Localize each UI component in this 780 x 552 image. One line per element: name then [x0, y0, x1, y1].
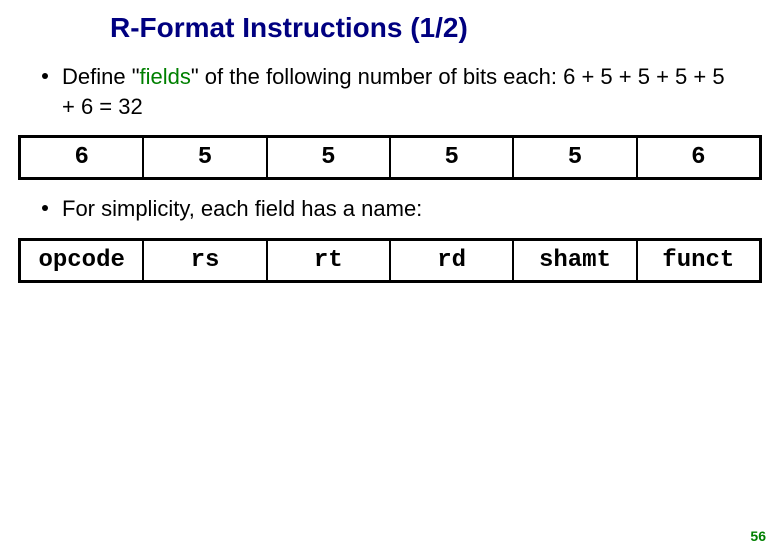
name-cell-rd: rd: [391, 241, 514, 280]
page-title: R-Format Instructions (1/2): [110, 12, 780, 44]
bits-cell: 5: [514, 138, 637, 177]
bits-cell: 5: [144, 138, 267, 177]
bits-cell: 5: [268, 138, 391, 177]
name-cell-funct: funct: [638, 241, 759, 280]
bits-table: 6 5 5 5 5 6: [18, 135, 762, 180]
bits-cell: 6: [638, 138, 759, 177]
names-table: opcode rs rt rd shamt funct: [18, 238, 762, 283]
bullet-1-text: Define "fields" of the following number …: [62, 62, 742, 121]
bits-cell: 6: [21, 138, 144, 177]
name-cell-opcode: opcode: [21, 241, 144, 280]
bullet-dot-icon: [42, 205, 48, 211]
bullet-2-text: For simplicity, each field has a name:: [62, 194, 422, 224]
bullet-2: For simplicity, each field has a name:: [42, 194, 780, 224]
bullet-1-pre: Define ": [62, 64, 140, 89]
bullet-1-green: fields: [140, 64, 191, 89]
bullet-1: Define "fields" of the following number …: [42, 62, 780, 121]
name-cell-rs: rs: [144, 241, 267, 280]
bits-cell: 5: [391, 138, 514, 177]
name-cell-rt: rt: [268, 241, 391, 280]
name-cell-shamt: shamt: [514, 241, 637, 280]
page-number: 56: [750, 528, 766, 544]
bullet-dot-icon: [42, 73, 48, 79]
